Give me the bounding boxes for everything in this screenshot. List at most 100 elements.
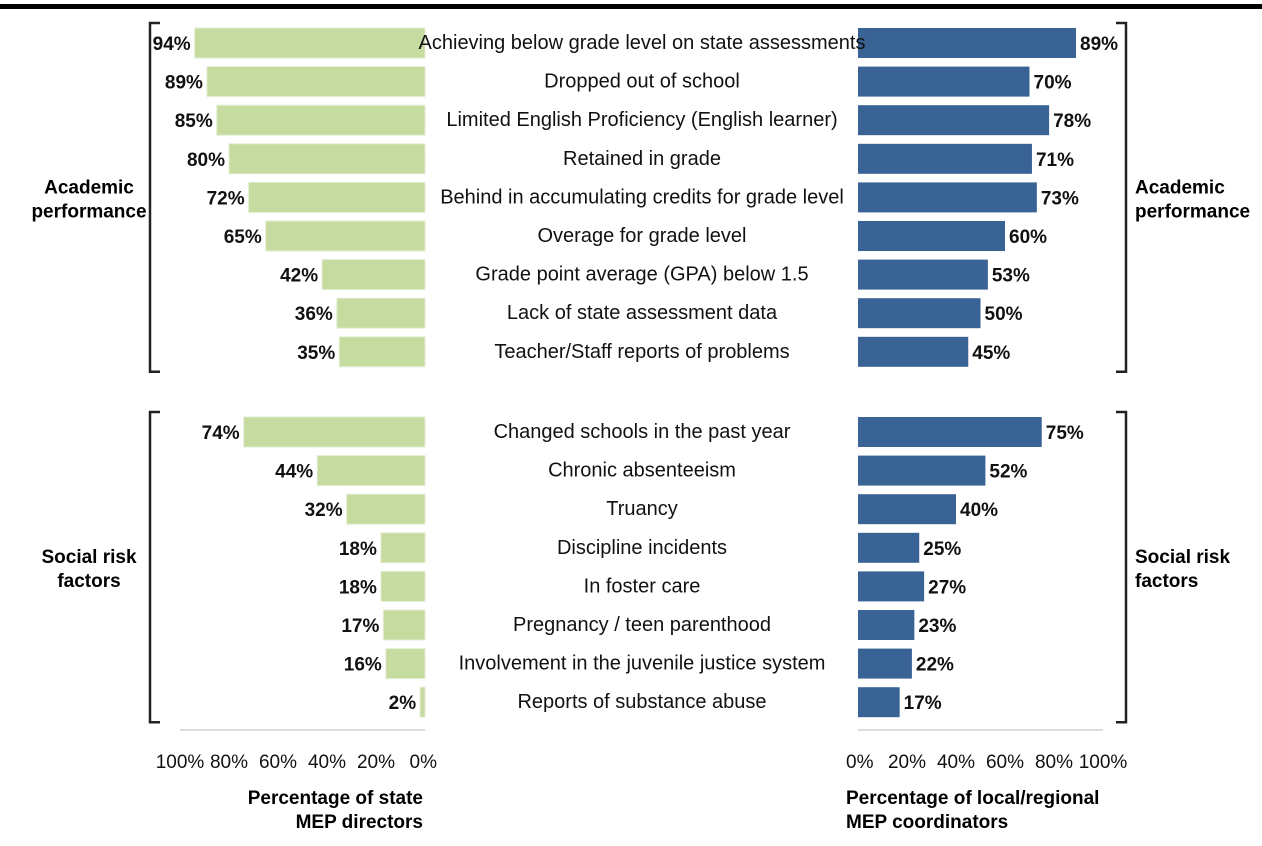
data-label-state-directors: 17% xyxy=(341,616,379,637)
data-label-state-directors: 18% xyxy=(339,539,377,560)
axis-title-right: MEP coordinators xyxy=(846,812,1008,833)
bar-local-coordinators xyxy=(858,28,1077,58)
bar-state-directors xyxy=(338,336,426,368)
bar-local-coordinators xyxy=(858,259,988,290)
category-label: Overage for grade level xyxy=(537,225,746,247)
tick-label-right: 60% xyxy=(986,752,1024,773)
tick-label-right: 80% xyxy=(1035,752,1073,773)
data-label-state-directors: 18% xyxy=(339,577,377,598)
category-label: Reports of substance abuse xyxy=(517,691,766,713)
group-bracket-left xyxy=(148,21,160,374)
data-label-local-coordinators: 17% xyxy=(904,693,942,714)
axis-title-left: MEP directors xyxy=(296,812,423,833)
tick-label-left: 0% xyxy=(410,752,438,773)
bar-local-coordinators xyxy=(858,494,956,525)
data-label-state-directors: 16% xyxy=(344,655,382,676)
tick-label-left: 60% xyxy=(259,752,297,773)
bar-state-directors xyxy=(243,416,426,448)
data-label-local-coordinators: 75% xyxy=(1046,423,1084,444)
data-label-local-coordinators: 89% xyxy=(1080,34,1118,55)
group-bracket-right xyxy=(1116,21,1128,374)
category-label: Changed schools in the past year xyxy=(494,421,791,443)
top-rule xyxy=(0,4,1262,9)
tick-label-right: 40% xyxy=(937,752,975,773)
bar-local-coordinators xyxy=(858,532,920,563)
bar-state-directors xyxy=(336,297,426,329)
bar-state-directors xyxy=(380,532,426,564)
data-label-local-coordinators: 22% xyxy=(916,655,954,676)
category-label: Grade point average (GPA) below 1.5 xyxy=(475,264,808,286)
bar-local-coordinators xyxy=(858,336,969,367)
bar-local-coordinators xyxy=(858,143,1032,174)
group-label-left: factors xyxy=(57,571,120,592)
data-label-state-directors: 42% xyxy=(280,266,318,287)
tick-label-right: 0% xyxy=(846,752,874,773)
data-label-state-directors: 2% xyxy=(389,693,417,714)
group-bracket-left xyxy=(148,410,160,724)
category-label: Discipline incidents xyxy=(557,537,727,559)
data-label-state-directors: 36% xyxy=(295,304,333,325)
data-label-local-coordinators: 70% xyxy=(1034,73,1072,94)
data-label-local-coordinators: 45% xyxy=(972,343,1010,364)
group-label-left: Academic xyxy=(44,177,134,198)
category-label: Dropped out of school xyxy=(544,71,740,93)
category-label: In foster care xyxy=(584,575,701,597)
data-label-local-coordinators: 27% xyxy=(928,577,966,598)
bar-state-directors xyxy=(419,686,426,718)
category-label: Achieving below grade level on state ass… xyxy=(419,32,866,54)
tick-label-left: 80% xyxy=(210,752,248,773)
data-label-state-directors: 72% xyxy=(207,188,245,209)
category-label: Chronic absenteeism xyxy=(548,460,736,482)
tick-label-left: 40% xyxy=(308,752,346,773)
bar-local-coordinators xyxy=(858,221,1005,251)
group-label-right: Social risk xyxy=(1135,547,1230,568)
bar-local-coordinators xyxy=(858,298,981,329)
category-label: Involvement in the juvenile justice syst… xyxy=(459,653,826,675)
bar-local-coordinators xyxy=(858,571,925,602)
data-label-local-coordinators: 40% xyxy=(960,500,998,521)
data-label-local-coordinators: 73% xyxy=(1041,188,1079,209)
bar-state-directors xyxy=(228,143,426,175)
group-label-right: performance xyxy=(1135,201,1250,222)
bar-state-directors xyxy=(216,104,426,136)
data-label-state-directors: 44% xyxy=(275,462,313,483)
bar-state-directors xyxy=(248,181,426,213)
data-label-state-directors: 32% xyxy=(305,500,343,521)
bar-local-coordinators xyxy=(858,417,1042,447)
bar-state-directors xyxy=(385,648,426,680)
bar-state-directors xyxy=(265,220,426,252)
tick-label-right: 100% xyxy=(1079,752,1128,773)
data-label-local-coordinators: 25% xyxy=(923,539,961,560)
data-label-state-directors: 74% xyxy=(202,423,240,444)
data-label-local-coordinators: 53% xyxy=(992,266,1030,287)
bar-state-directors xyxy=(316,455,426,487)
group-label-right: factors xyxy=(1135,571,1198,592)
group-bracket-right xyxy=(1116,410,1128,724)
category-label: Lack of state assessment data xyxy=(507,302,778,324)
tick-label-right: 20% xyxy=(888,752,926,773)
tick-label-left: 100% xyxy=(156,752,205,773)
bar-local-coordinators xyxy=(858,687,900,718)
data-label-local-coordinators: 71% xyxy=(1036,150,1074,171)
bar-state-directors xyxy=(380,570,426,602)
category-label: Behind in accumulating credits for grade… xyxy=(440,186,844,208)
data-label-local-coordinators: 78% xyxy=(1053,111,1091,132)
data-label-state-directors: 65% xyxy=(224,227,262,248)
data-label-local-coordinators: 60% xyxy=(1009,227,1047,248)
category-label: Pregnancy / teen parenthood xyxy=(513,614,771,636)
data-label-state-directors: 85% xyxy=(175,111,213,132)
data-label-state-directors: 89% xyxy=(165,73,203,94)
axis-title-right: Percentage of local/regional xyxy=(846,788,1099,809)
data-label-local-coordinators: 52% xyxy=(989,462,1027,483)
bar-local-coordinators xyxy=(858,455,986,486)
category-label: Retained in grade xyxy=(563,148,721,170)
bar-state-directors xyxy=(206,66,426,98)
category-label: Limited English Proficiency (English lea… xyxy=(446,109,837,131)
bar-local-coordinators xyxy=(858,182,1037,213)
data-label-state-directors: 35% xyxy=(297,343,335,364)
bar-local-coordinators xyxy=(858,105,1050,136)
bar-state-directors xyxy=(194,27,426,59)
bar-local-coordinators xyxy=(858,610,915,640)
data-label-state-directors: 80% xyxy=(187,150,225,171)
